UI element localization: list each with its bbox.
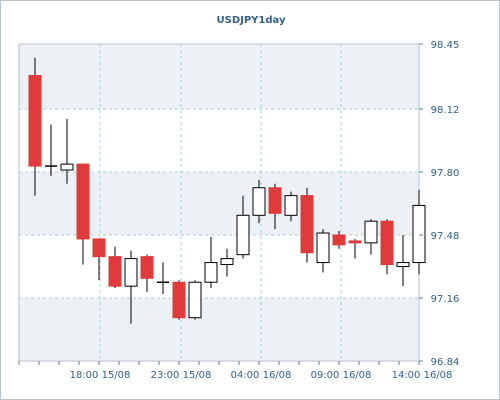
- candle: [172, 280, 186, 320]
- candle: [396, 234, 410, 287]
- chart-title: USDJPY1day: [217, 15, 286, 26]
- candle: [284, 191, 298, 222]
- candle: [188, 280, 202, 320]
- x-tick-label: 18:00 15/08: [70, 370, 131, 381]
- x-tick-label: 09:00 16/08: [311, 370, 372, 381]
- candle-body: [76, 163, 90, 240]
- candle: [220, 248, 234, 277]
- candle-body: [412, 204, 426, 264]
- candle: [60, 118, 74, 184]
- candle-body: [236, 214, 250, 256]
- candle: [348, 238, 362, 259]
- y-tick-label: 97.48: [431, 231, 460, 242]
- candle: [364, 219, 378, 255]
- candle-body: [396, 262, 410, 267]
- candle: [28, 57, 42, 196]
- candle: [412, 189, 426, 275]
- candle: [236, 195, 250, 259]
- candle-body: [28, 75, 42, 167]
- candle: [204, 236, 218, 289]
- candles: [28, 57, 426, 324]
- candle-body: [140, 256, 154, 279]
- candle-body: [364, 220, 378, 244]
- candle-body: [92, 238, 106, 258]
- candle-body: [316, 232, 330, 264]
- candle-body: [188, 281, 202, 319]
- candle-body: [204, 262, 218, 283]
- candle-body: [108, 256, 122, 287]
- candle: [76, 163, 90, 265]
- axes: 98.45 98.12 97.80 97.48 97.16 96.84 18:00 15/0…: [18, 40, 460, 381]
- grid-band: [19, 297, 419, 361]
- candle: [124, 250, 138, 324]
- grid-band: [19, 44, 419, 109]
- candle: [316, 229, 330, 273]
- candle-body: [124, 258, 138, 287]
- x-tick-label: 14:00 16/08: [392, 370, 453, 381]
- candle-body: [284, 195, 298, 216]
- y-tick-label: 97.80: [431, 168, 460, 179]
- candle-body: [220, 258, 234, 266]
- y-tick-label: 96.84: [431, 357, 460, 368]
- candle-body: [348, 240, 362, 244]
- candle: [380, 219, 394, 275]
- x-tick-label: 23:00 15/08: [151, 370, 212, 381]
- candle: [157, 262, 169, 295]
- candle-body: [60, 163, 74, 171]
- candle-body: [380, 220, 394, 266]
- candle: [252, 179, 266, 224]
- candle-body: [300, 195, 314, 254]
- candle-body: [332, 234, 346, 246]
- candle: [268, 183, 282, 230]
- candle: [92, 238, 106, 281]
- candle: [108, 246, 122, 289]
- candle-body: [172, 281, 186, 319]
- y-tick-label: 97.16: [431, 294, 460, 305]
- x-tick-label: 04:00 16/08: [231, 370, 292, 381]
- y-tick-label: 98.45: [431, 40, 460, 51]
- candle: [332, 231, 346, 249]
- candle: [140, 254, 154, 293]
- candle: [300, 187, 314, 263]
- candle-body: [268, 187, 282, 214]
- y-tick-label: 98.12: [431, 105, 460, 116]
- candle-body: [252, 187, 266, 216]
- candle: [45, 124, 57, 176]
